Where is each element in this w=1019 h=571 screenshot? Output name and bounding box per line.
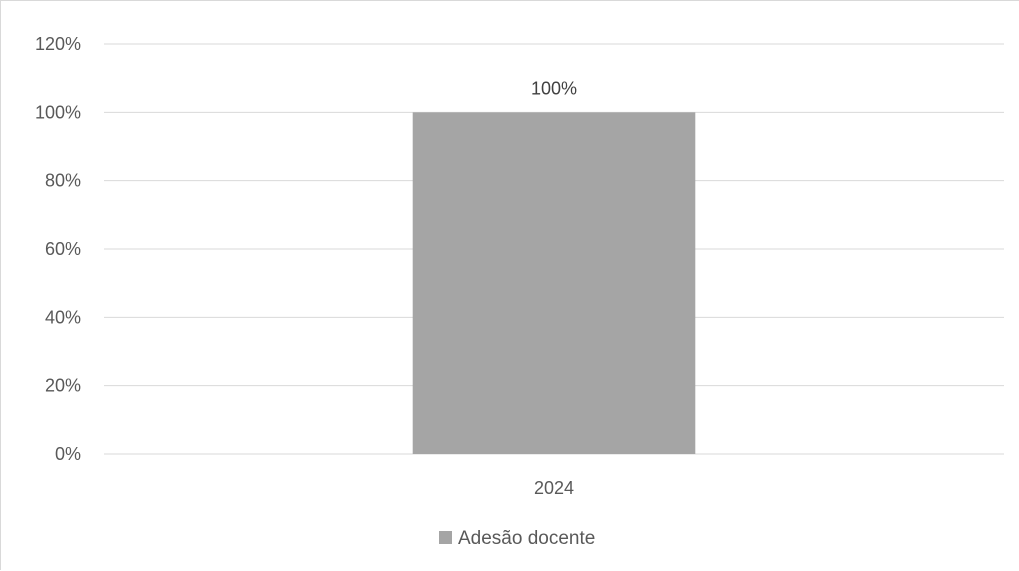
y-tick-label-4: 80% bbox=[45, 171, 81, 191]
y-tick-label-3: 60% bbox=[45, 239, 81, 259]
y-tick-label-6: 120% bbox=[35, 34, 81, 54]
y-tick-label-5: 100% bbox=[35, 102, 81, 122]
legend-swatch-0 bbox=[439, 531, 452, 544]
y-tick-label-0: 0% bbox=[55, 444, 81, 464]
y-tick-label-2: 40% bbox=[45, 307, 81, 327]
legend-label-0: Adesão docente bbox=[458, 528, 595, 549]
x-tick-label-0: 2024 bbox=[534, 478, 574, 498]
legend: Adesão docente bbox=[439, 528, 595, 549]
bars bbox=[412, 112, 696, 454]
bar-2024 bbox=[412, 112, 696, 454]
x-axis-tick-labels: 2024 bbox=[534, 478, 574, 498]
y-tick-label-1: 20% bbox=[45, 376, 81, 396]
data-label-2024: 100% bbox=[531, 78, 577, 98]
y-axis-tick-labels: 0% 20% 40% 60% 80% 100% 120% bbox=[35, 34, 81, 464]
data-labels: 100% bbox=[531, 78, 577, 98]
